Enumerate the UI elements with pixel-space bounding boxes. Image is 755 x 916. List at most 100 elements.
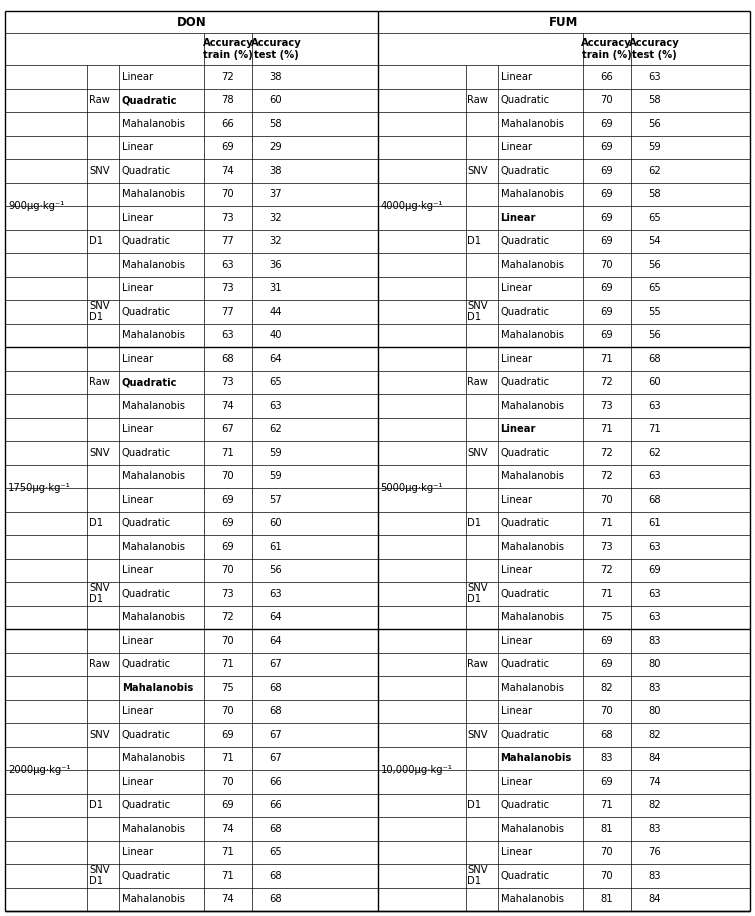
Text: 69: 69 (600, 190, 613, 200)
Text: 61: 61 (648, 518, 661, 529)
Text: 60: 60 (270, 95, 282, 105)
Text: Quadratic: Quadratic (122, 377, 177, 387)
Text: 58: 58 (270, 119, 282, 129)
Text: 73: 73 (600, 541, 613, 551)
Text: 72: 72 (600, 471, 613, 481)
Text: 84: 84 (649, 753, 661, 763)
Text: 63: 63 (270, 401, 282, 410)
Text: 69: 69 (222, 495, 234, 505)
Text: 70: 70 (222, 565, 234, 575)
Text: Linear: Linear (501, 847, 532, 857)
Text: 1750μg·kg⁻¹: 1750μg·kg⁻¹ (8, 483, 71, 493)
Text: Mahalanobis: Mahalanobis (501, 119, 563, 129)
Text: Linear: Linear (122, 777, 153, 787)
Text: Quadratic: Quadratic (501, 448, 550, 458)
Text: 56: 56 (270, 565, 282, 575)
Text: 63: 63 (649, 612, 661, 622)
Text: Accuracy
train (%): Accuracy train (%) (581, 38, 632, 60)
Text: 73: 73 (222, 377, 234, 387)
Text: 74: 74 (649, 777, 661, 787)
Text: Quadratic: Quadratic (501, 95, 550, 105)
Text: D1: D1 (89, 236, 103, 246)
Text: Quadratic: Quadratic (122, 236, 171, 246)
Text: 63: 63 (649, 471, 661, 481)
Text: 71: 71 (222, 847, 234, 857)
Text: 70: 70 (222, 777, 234, 787)
Text: 31: 31 (270, 283, 282, 293)
Text: Linear: Linear (501, 495, 532, 505)
Text: Linear: Linear (122, 142, 153, 152)
Text: 82: 82 (600, 682, 613, 692)
Text: 68: 68 (600, 730, 613, 740)
Text: 4000μg·kg⁻¹: 4000μg·kg⁻¹ (381, 201, 443, 211)
Text: 55: 55 (648, 307, 661, 317)
Text: 63: 63 (270, 589, 282, 599)
Text: 64: 64 (270, 612, 282, 622)
Text: 38: 38 (270, 166, 282, 176)
Text: Quadratic: Quadratic (501, 166, 550, 176)
Text: 69: 69 (600, 119, 613, 129)
Text: 74: 74 (222, 166, 234, 176)
Text: 69: 69 (600, 236, 613, 246)
Text: 68: 68 (649, 354, 661, 364)
Text: 59: 59 (648, 142, 661, 152)
Text: 68: 68 (270, 682, 282, 692)
Text: Quadratic: Quadratic (122, 801, 171, 811)
Text: 37: 37 (270, 190, 282, 200)
Text: 69: 69 (600, 636, 613, 646)
Text: 57: 57 (270, 495, 282, 505)
Text: 63: 63 (649, 71, 661, 82)
Text: 68: 68 (270, 706, 282, 716)
Text: 78: 78 (222, 95, 234, 105)
Text: 65: 65 (648, 213, 661, 223)
Text: 59: 59 (270, 448, 282, 458)
Text: 73: 73 (222, 283, 234, 293)
Text: 71: 71 (222, 448, 234, 458)
Text: 69: 69 (222, 142, 234, 152)
Text: 69: 69 (648, 565, 661, 575)
Text: 82: 82 (649, 730, 661, 740)
Text: SNV
D1: SNV D1 (467, 583, 488, 605)
Text: 77: 77 (222, 236, 234, 246)
Text: 71: 71 (222, 871, 234, 881)
Text: 69: 69 (600, 142, 613, 152)
Text: D1: D1 (467, 236, 482, 246)
Text: D1: D1 (467, 801, 482, 811)
Text: 65: 65 (270, 377, 282, 387)
Text: 32: 32 (270, 213, 282, 223)
Text: 69: 69 (600, 307, 613, 317)
Text: Linear: Linear (122, 706, 153, 716)
Text: 67: 67 (270, 753, 282, 763)
Text: 71: 71 (600, 424, 613, 434)
Text: 70: 70 (600, 95, 613, 105)
Text: Quadratic: Quadratic (501, 377, 550, 387)
Text: 76: 76 (648, 847, 661, 857)
Text: 74: 74 (222, 823, 234, 834)
Text: Quadratic: Quadratic (501, 236, 550, 246)
Text: Quadratic: Quadratic (122, 660, 171, 670)
Text: 56: 56 (648, 260, 661, 269)
Text: 80: 80 (649, 706, 661, 716)
Text: 54: 54 (649, 236, 661, 246)
Text: 60: 60 (649, 377, 661, 387)
Text: 68: 68 (270, 894, 282, 904)
Text: Linear: Linear (501, 565, 532, 575)
Text: SNV: SNV (467, 448, 488, 458)
Text: Quadratic: Quadratic (501, 307, 550, 317)
Text: SNV: SNV (467, 166, 488, 176)
Text: Linear: Linear (122, 636, 153, 646)
Text: Linear: Linear (122, 213, 153, 223)
Text: 70: 70 (222, 636, 234, 646)
Text: 84: 84 (649, 894, 661, 904)
Text: D1: D1 (467, 518, 482, 529)
Text: 69: 69 (600, 331, 613, 340)
Text: 62: 62 (270, 424, 282, 434)
Text: 10,000μg·kg⁻¹: 10,000μg·kg⁻¹ (381, 765, 452, 775)
Text: 70: 70 (222, 706, 234, 716)
Text: 72: 72 (600, 448, 613, 458)
Text: 900μg·kg⁻¹: 900μg·kg⁻¹ (8, 201, 64, 211)
Text: SNV: SNV (467, 730, 488, 740)
Text: Quadratic: Quadratic (501, 801, 550, 811)
Text: 68: 68 (270, 871, 282, 881)
Text: SNV: SNV (89, 730, 109, 740)
